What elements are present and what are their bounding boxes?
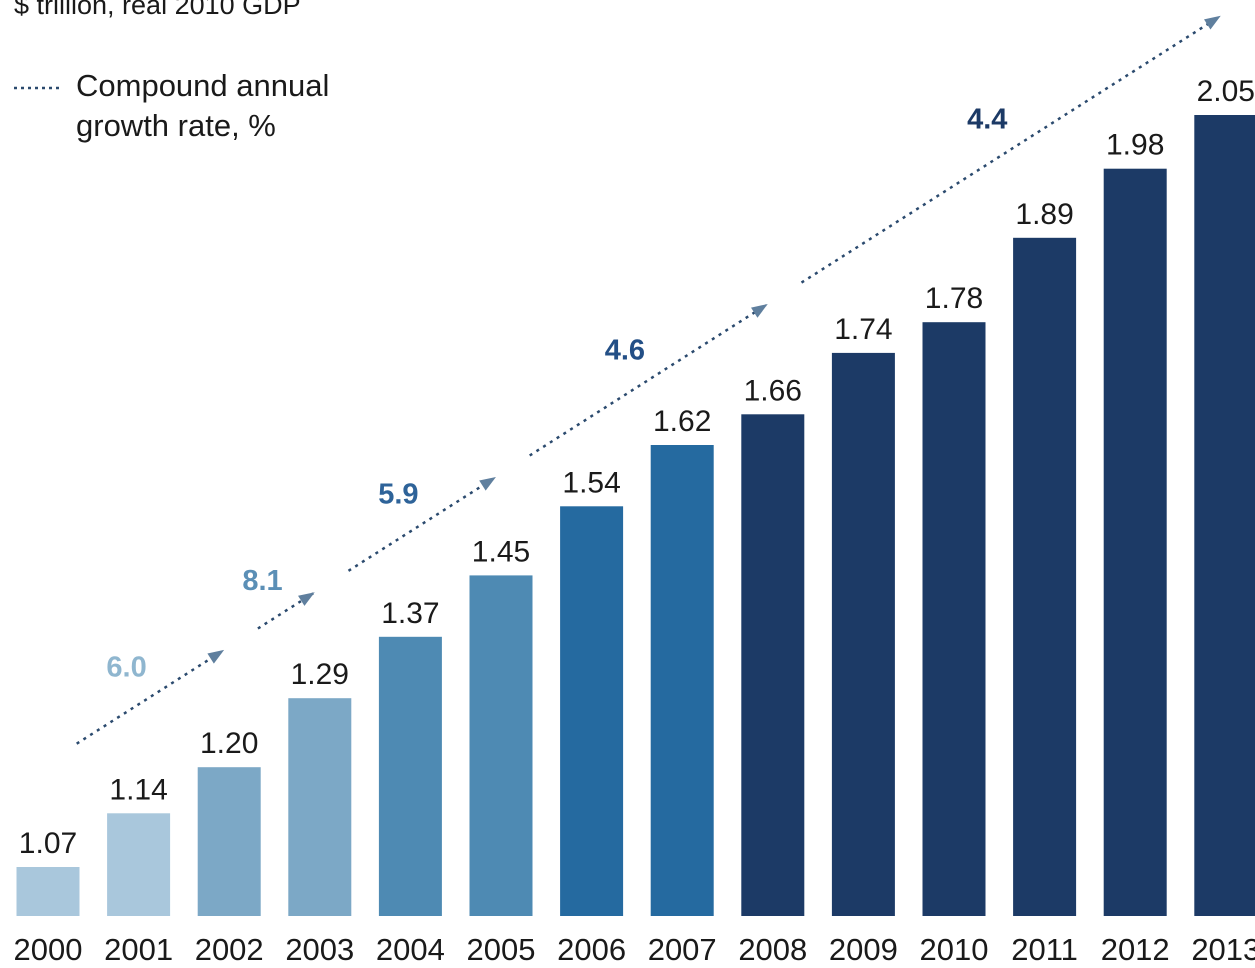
bar-2001 xyxy=(107,813,171,916)
bar-2002 xyxy=(197,767,261,916)
value-label-2007: 1.62 xyxy=(653,405,711,438)
bar-2013 xyxy=(1194,115,1255,916)
year-label-2002: 2002 xyxy=(195,932,264,967)
year-label-2003: 2003 xyxy=(285,932,354,967)
bar-2012 xyxy=(1103,168,1167,916)
cagr-label-2008-2013: 4.4 xyxy=(967,104,1007,136)
value-label-2004: 1.37 xyxy=(381,597,439,630)
value-label-2010: 1.78 xyxy=(925,282,983,315)
legend-label-line1: Compound annual xyxy=(76,68,329,103)
value-label-2003: 1.29 xyxy=(291,658,349,691)
year-label-2006: 2006 xyxy=(557,932,626,967)
year-labels-layer: 2000 2001 2002 2003 2004 2005 2006 2007 2008 2009… xyxy=(14,932,1255,967)
trend-arrowhead-2003 xyxy=(298,592,315,606)
year-label-2010: 2010 xyxy=(920,932,989,967)
year-label-2007: 2007 xyxy=(648,932,717,967)
value-label-2005: 1.45 xyxy=(472,535,530,568)
year-label-2008: 2008 xyxy=(738,932,807,967)
cagr-label-2002-2003: 8.1 xyxy=(242,565,282,597)
bar-2003 xyxy=(288,698,352,916)
year-label-2000: 2000 xyxy=(14,932,83,967)
chart-subtitle: $ trillion, real 2010 GDP xyxy=(14,0,301,20)
year-label-2009: 2009 xyxy=(829,932,898,967)
legend-label-line2: growth rate, % xyxy=(76,108,276,143)
year-label-2012: 2012 xyxy=(1101,932,1170,967)
cagr-label-2005-2008: 4.6 xyxy=(605,334,645,366)
year-label-2004: 2004 xyxy=(376,932,445,967)
value-labels-layer: 1.07 1.14 1.20 1.29 1.37 1.45 1.54 1.62 1.66 1.74… xyxy=(19,75,1255,860)
value-label-2008: 1.66 xyxy=(744,374,802,407)
bar-2010 xyxy=(922,322,986,916)
value-label-2013: 2.05 xyxy=(1197,75,1255,108)
value-label-2006: 1.54 xyxy=(562,466,620,499)
bar-2004 xyxy=(378,636,442,916)
value-label-2011: 1.89 xyxy=(1015,198,1073,231)
year-label-2011: 2011 xyxy=(1011,932,1078,967)
cagr-label-2000-2002: 6.0 xyxy=(106,651,146,683)
growth-trend-layer xyxy=(76,15,1221,745)
trend-arrowhead-2002 xyxy=(207,649,225,664)
year-label-2013: 2013 xyxy=(1191,932,1255,967)
bar-2006 xyxy=(560,506,624,916)
trend-segment-2005-2008 xyxy=(529,304,767,457)
cagr-label-2003-2005: 5.9 xyxy=(378,478,418,510)
value-label-2009: 1.74 xyxy=(834,313,892,346)
bar-2009 xyxy=(831,352,895,916)
bar-2011 xyxy=(1013,237,1077,917)
year-label-2005: 2005 xyxy=(467,932,536,967)
value-label-2001: 1.14 xyxy=(109,773,167,806)
value-label-2000: 1.07 xyxy=(19,827,77,860)
value-label-2002: 1.20 xyxy=(200,727,258,760)
bar-2005 xyxy=(469,575,533,916)
trend-segment-2002-2003 xyxy=(257,592,314,630)
trend-arrowhead-2013 xyxy=(1204,15,1221,30)
bar-2000 xyxy=(16,867,80,916)
value-label-2012: 1.98 xyxy=(1106,129,1164,162)
trend-arrowhead-2005 xyxy=(479,476,496,491)
bars-layer xyxy=(16,115,1255,917)
year-label-2001: 2001 xyxy=(104,932,173,967)
trend-segment-2008-2013 xyxy=(800,15,1220,284)
trend-arrowhead-2008 xyxy=(751,304,768,318)
bar-2008 xyxy=(741,414,805,916)
bar-2007 xyxy=(650,445,714,916)
cagr-labels-layer: 6.0 8.1 5.9 4.6 4.4 xyxy=(106,104,1007,684)
